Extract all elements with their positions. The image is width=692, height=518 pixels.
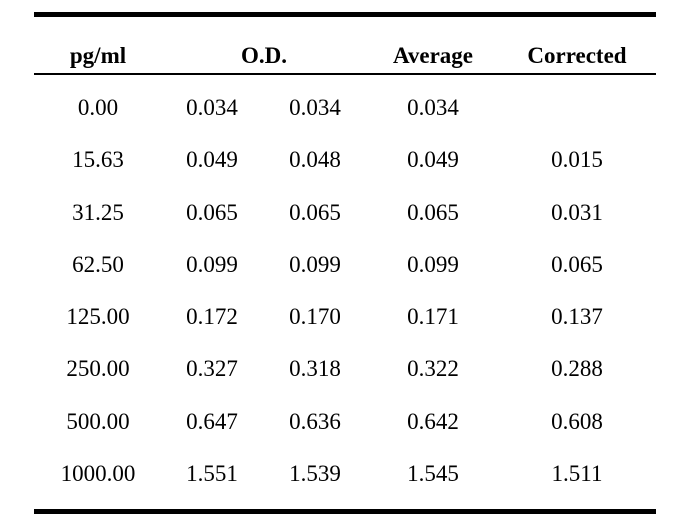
cell-od-1: 0.049 [186,147,238,173]
data-table: pg/ml O.D. Average Corrected 0.00 0.034 … [34,12,656,515]
cell-od-2: 0.034 [289,95,341,120]
cell-concentration: 1000.00 [60,461,136,487]
cell-average: 0.034 [407,95,459,120]
cell-od-1: 0.065 [186,199,238,225]
cell-corrected: 0.031 [551,199,603,225]
header-concentration: pg/ml [69,43,127,68]
cell-od-1: 0.172 [186,304,238,330]
cell-od-1: 0.647 [186,408,238,434]
cell-od-2: 1.539 [289,461,341,487]
cell-average: 0.099 [407,251,459,277]
cell-corrected: 0.608 [551,408,603,434]
table-bottom-rule [34,509,656,515]
cell-average: 1.545 [407,461,459,487]
cell-corrected: 1.511 [551,461,603,487]
header-average: Average [392,43,474,68]
cell-concentration: 500.00 [66,408,130,434]
cell-average: 0.322 [407,356,459,382]
cell-corrected: 0.137 [551,304,603,330]
cell-corrected: 0.065 [551,251,603,277]
cell-od-2: 0.065 [289,199,341,225]
cell-concentration: 125.00 [66,304,130,330]
table-row: 15.63 0.049 0.048 0.049 0.015 [34,135,656,187]
table-header-rule [34,73,656,75]
table-row: 62.50 0.099 0.099 0.099 0.065 [34,240,656,292]
cell-average: 0.642 [407,408,459,434]
cell-od-2: 0.170 [289,304,341,330]
table-row: 125.00 0.172 0.170 0.171 0.137 [34,292,656,344]
table-row: 500.00 0.647 0.636 0.642 0.608 [34,397,656,449]
cell-od-1: 0.327 [186,356,238,382]
cell-corrected: 0.288 [551,356,603,382]
cell-od-1: 0.034 [186,95,238,120]
cell-average: 0.049 [407,147,459,173]
cell-average: 0.171 [407,304,459,330]
cell-od-1: 0.099 [186,251,238,277]
cell-od-2: 0.099 [289,251,341,277]
header-od: O.D. [241,43,287,68]
cell-od-1: 1.551 [186,461,238,487]
table-top-rule [34,12,656,17]
cell-concentration: 15.63 [72,147,124,173]
table-row: 0.00 0.034 0.034 0.034 [34,83,656,135]
table-row: 1000.00 1.551 1.539 1.545 1.511 [34,449,656,501]
cell-average: 0.065 [407,199,459,225]
cell-od-2: 0.636 [289,408,341,434]
cell-concentration: 250.00 [66,356,130,382]
cell-od-2: 0.048 [289,147,341,173]
header-corrected: Corrected [527,43,627,68]
cell-concentration: 62.50 [72,251,124,277]
cell-concentration: 0.00 [77,95,119,120]
table-row: 31.25 0.065 0.065 0.065 0.031 [34,188,656,240]
table-header-row: pg/ml O.D. Average Corrected [34,17,656,73]
table-row: 250.00 0.327 0.318 0.322 0.288 [34,344,656,396]
cell-corrected: 0.015 [551,147,603,173]
cell-concentration: 31.25 [72,199,124,225]
cell-od-2: 0.318 [289,356,341,382]
table-body: 0.00 0.034 0.034 0.034 15.63 0.049 0.048… [34,75,656,509]
